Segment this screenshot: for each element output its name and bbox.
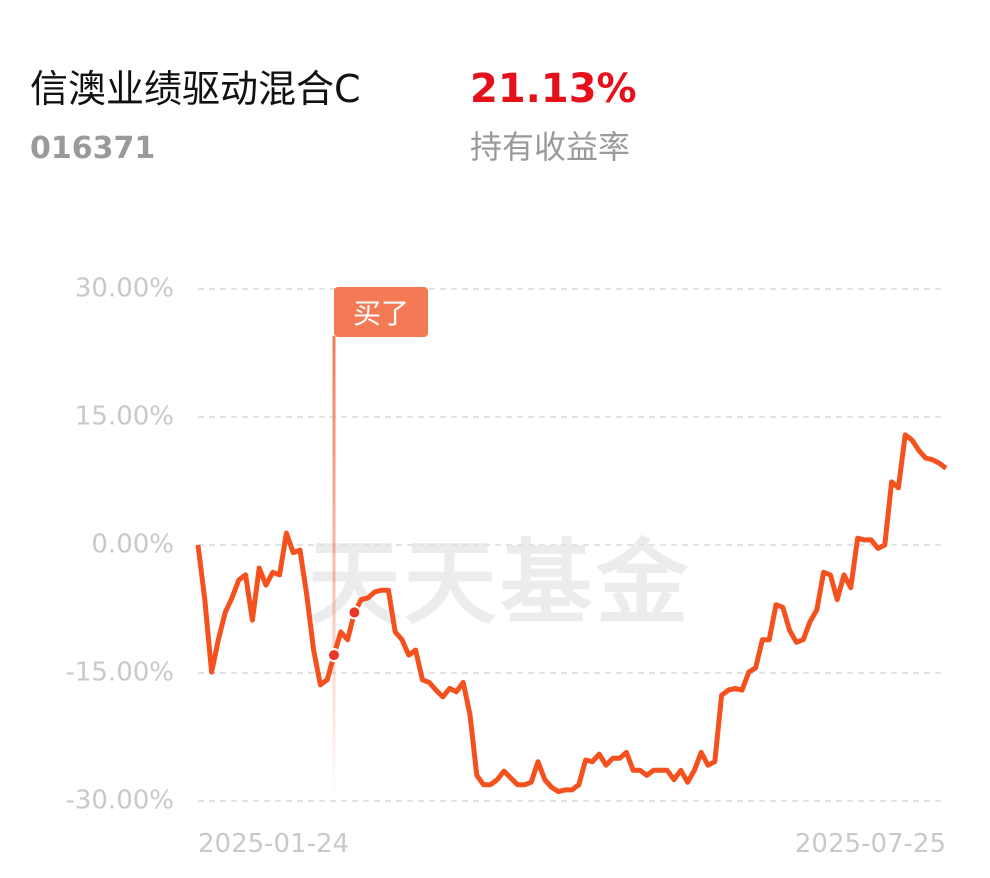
buy-point — [327, 648, 341, 663]
y-tick-label: 15.00% — [75, 402, 174, 432]
x-tick-label: 2025-01-24 — [198, 829, 349, 859]
holding-return: 21.13% — [470, 66, 637, 112]
fund-code: 016371 — [30, 131, 155, 166]
x-tick-label: 2025-07-25 — [795, 829, 946, 859]
fund-title: 信澳业绩驱动混合C — [30, 67, 361, 111]
buy-line — [332, 336, 336, 801]
y-tick-label: 30.00% — [75, 274, 174, 304]
buy-badge — [334, 287, 428, 337]
y-tick-label: -15.00% — [65, 658, 174, 688]
y-tick-label: 0.00% — [91, 530, 174, 560]
watermark: 天天基金 — [308, 530, 692, 637]
buy-badge-text: 买了 — [353, 297, 409, 330]
y-tick-label: -30.00% — [65, 786, 174, 816]
fund-line — [195, 432, 948, 795]
buy-point — [347, 605, 362, 620]
holding-return-label: 持有收益率 — [470, 128, 630, 166]
